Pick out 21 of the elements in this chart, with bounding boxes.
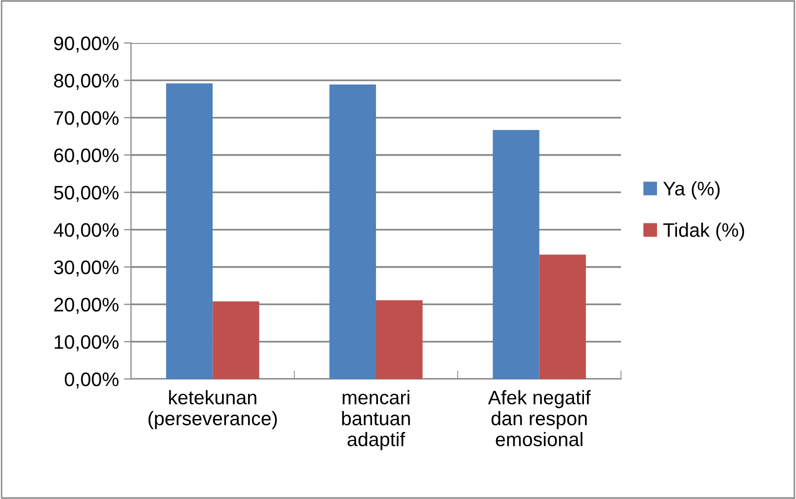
y-tick-label: 90,00%	[54, 36, 119, 53]
x-tick-label: Afek negatif dan respon emosional	[488, 390, 591, 446]
y-tick-label: 80,00%	[54, 74, 119, 90]
y-tick-label: 60,00%	[54, 148, 119, 165]
y-tick-label: 10,00%	[54, 335, 119, 352]
y-tick-label: 40,00%	[54, 223, 119, 240]
bar	[376, 300, 423, 379]
y-tick-label: 70,00%	[54, 111, 119, 128]
bar	[329, 84, 376, 379]
legend-label: Tidak (%)	[663, 222, 744, 241]
y-tick-label: 30,00%	[54, 260, 119, 277]
bar	[492, 130, 540, 379]
y-tick-label: 20,00%	[54, 298, 119, 314]
legend-label: Ya (%)	[663, 181, 720, 200]
x-tick-label: mencari bantuan adaptif	[342, 390, 410, 450]
bar	[539, 254, 586, 379]
y-tick-label: 50,00%	[54, 186, 119, 202]
bar	[212, 301, 260, 379]
bar	[166, 83, 213, 379]
x-tick-label: ketekunan (perseverance)	[148, 390, 277, 430]
y-tick-label: 0,00%	[64, 372, 119, 389]
